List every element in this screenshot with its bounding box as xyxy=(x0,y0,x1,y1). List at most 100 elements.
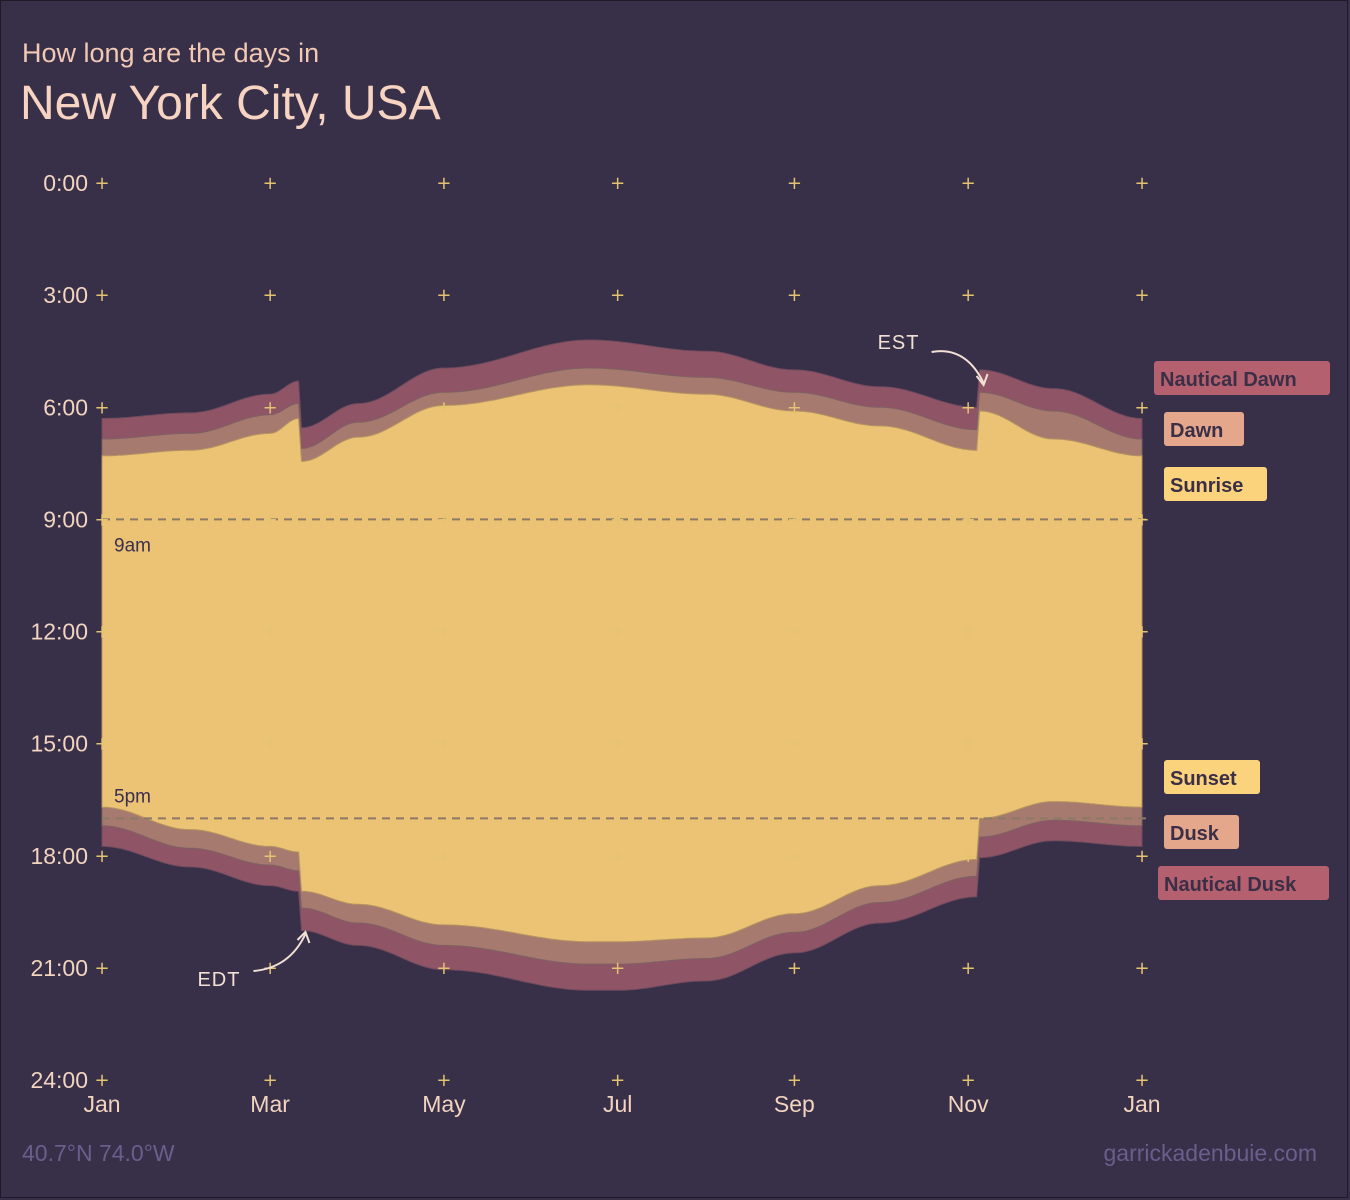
y-tick-label-0: 0:00 xyxy=(43,170,88,196)
grid-marker: + xyxy=(787,397,802,418)
legend-box-4 xyxy=(1164,815,1239,849)
coordinates-label: 40.7°N 74.0°W xyxy=(22,1140,175,1166)
legend-box-0 xyxy=(1154,361,1330,395)
grid-marker: + xyxy=(436,285,451,306)
grid-marker: + xyxy=(263,285,278,306)
y-tick-label-5: 15:00 xyxy=(30,731,88,757)
grid-marker: + xyxy=(610,734,625,755)
grid-marker: + xyxy=(961,958,976,979)
grid-marker: + xyxy=(1134,1070,1149,1091)
grid-marker: + xyxy=(94,846,109,867)
grid-marker: + xyxy=(263,846,278,867)
legend-label-5: Nautical Dusk xyxy=(1164,874,1297,896)
y-tick-label-1: 3:00 xyxy=(43,282,88,308)
y-tick-label-7: 21:00 xyxy=(30,955,88,981)
grid-marker: + xyxy=(436,734,451,755)
credit-label: garrickadenbuie.com xyxy=(1103,1140,1317,1166)
grid-marker: + xyxy=(787,958,802,979)
y-tick-label-6: 18:00 xyxy=(30,843,88,869)
grid-marker: + xyxy=(94,622,109,643)
grid-marker: + xyxy=(94,958,109,979)
grid-marker: + xyxy=(1134,622,1149,643)
y-tick-label-2: 6:00 xyxy=(43,394,88,420)
grid-marker: + xyxy=(436,509,451,530)
grid-marker: + xyxy=(94,1070,109,1091)
x-tick-label-3: Jul xyxy=(603,1091,632,1117)
grid-marker: + xyxy=(436,622,451,643)
daylight-band xyxy=(101,384,1143,943)
legend-label-0: Nautical Dawn xyxy=(1160,369,1297,391)
grid-marker: + xyxy=(610,1070,625,1091)
grid-marker: + xyxy=(961,1070,976,1091)
area-layer xyxy=(101,339,1143,991)
legend-label-1: Dawn xyxy=(1170,420,1223,442)
grid-marker: + xyxy=(94,285,109,306)
x-tick-label-4: Sep xyxy=(774,1091,815,1117)
grid-marker: + xyxy=(610,173,625,194)
x-tick-label-5: Nov xyxy=(948,1091,989,1117)
grid-marker: + xyxy=(263,173,278,194)
grid-marker: + xyxy=(610,285,625,306)
chart-subtitle: How long are the days in xyxy=(22,38,320,68)
edt-label: EDT xyxy=(197,969,240,991)
chart-title: New York City, USA xyxy=(20,77,441,130)
grid-marker: + xyxy=(436,846,451,867)
grid-marker: + xyxy=(1134,958,1149,979)
grid-marker: + xyxy=(610,509,625,530)
grid-marker: + xyxy=(610,958,625,979)
grid-marker: + xyxy=(94,734,109,755)
grid-marker: + xyxy=(436,1070,451,1091)
grid-marker: + xyxy=(961,173,976,194)
legend-box-5 xyxy=(1158,866,1329,900)
grid-marker: + xyxy=(961,509,976,530)
grid-marker: + xyxy=(1134,509,1149,530)
grid-marker: + xyxy=(961,397,976,418)
reference-label-1: 5pm xyxy=(114,786,151,807)
reference-label-0: 9am xyxy=(114,535,151,556)
grid-marker: + xyxy=(961,285,976,306)
grid-marker: + xyxy=(94,509,109,530)
grid-marker: + xyxy=(1134,397,1149,418)
grid-marker: + xyxy=(263,397,278,418)
grid-marker: + xyxy=(1134,734,1149,755)
grid-marker: + xyxy=(787,285,802,306)
grid-marker: + xyxy=(787,846,802,867)
grid-marker: + xyxy=(436,397,451,418)
grid-marker: + xyxy=(94,397,109,418)
x-tick-label-2: May xyxy=(422,1091,466,1117)
edt-arrowhead xyxy=(296,930,311,944)
grid-marker: + xyxy=(610,846,625,867)
y-tick-label-4: 12:00 xyxy=(30,619,88,645)
est-arrowhead xyxy=(975,373,989,388)
grid-marker: + xyxy=(263,622,278,643)
grid-marker: + xyxy=(1134,173,1149,194)
legend-layer: Nautical Dawn Dawn Sunrise Sunset Dusk Nautic… xyxy=(1154,361,1330,900)
grid-marker: + xyxy=(961,622,976,643)
grid-marker: + xyxy=(94,173,109,194)
y-tick-label-3: 9:00 xyxy=(43,506,88,532)
legend-label-3: Sunset xyxy=(1170,768,1237,790)
grid-marker: + xyxy=(263,1070,278,1091)
legend-label-2: Sunrise xyxy=(1170,475,1243,497)
est-arrow xyxy=(931,350,985,384)
grid-marker: + xyxy=(787,622,802,643)
grid-marker: + xyxy=(436,173,451,194)
grid-marker: + xyxy=(1134,846,1149,867)
legend-box-2 xyxy=(1164,467,1267,501)
grid-marker: + xyxy=(263,509,278,530)
legend-label-4: Dusk xyxy=(1170,823,1220,845)
grid-marker: + xyxy=(787,734,802,755)
grid-marker: + xyxy=(610,622,625,643)
legend-box-1 xyxy=(1164,412,1244,446)
grid-marker: + xyxy=(787,1070,802,1091)
grid-marker: + xyxy=(436,958,451,979)
axis-layer: 0:00 3:00 6:00 9:00 12:00 15:00 18:00 21:00 24:0… xyxy=(30,170,1160,1117)
grid-marker: + xyxy=(961,734,976,755)
grid-marker: + xyxy=(961,846,976,867)
est-label: EST xyxy=(878,332,920,354)
x-tick-label-6: Jan xyxy=(1123,1091,1160,1117)
grid-marker: + xyxy=(610,397,625,418)
grid-marker: + xyxy=(787,509,802,530)
